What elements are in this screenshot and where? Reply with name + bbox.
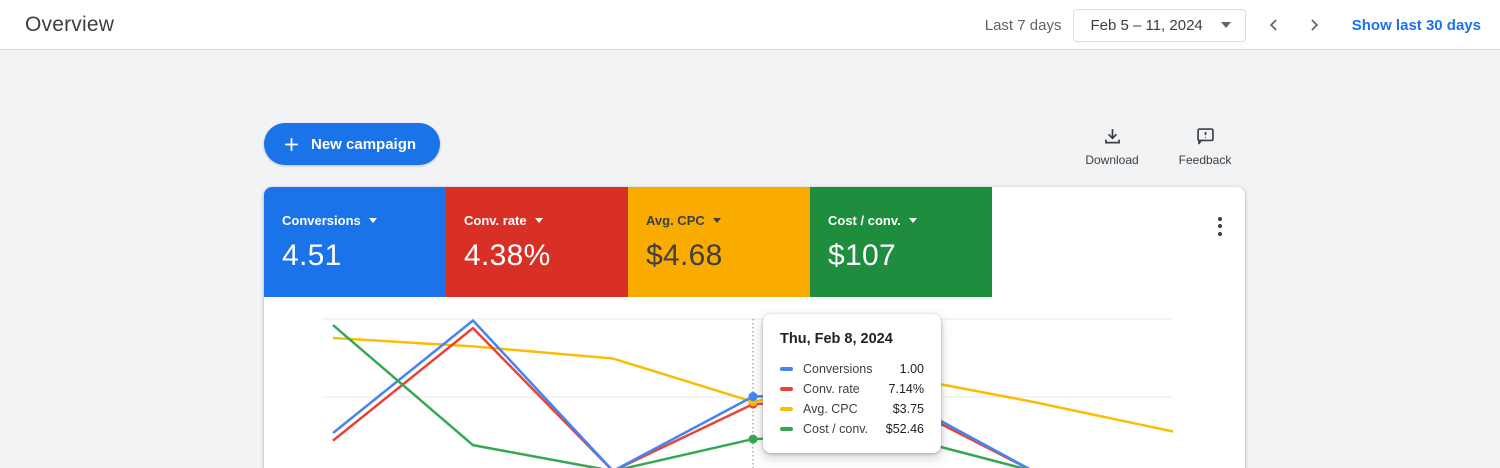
next-period-button[interactable] [1294,5,1334,45]
series-value: 1.00 [899,362,924,376]
tooltip-row: Avg. CPC $3.75 [780,399,924,419]
kebab-dot [1218,216,1222,221]
tooltip-legend: Conversions 1.00 Conv. rate 7.14% Avg. CPC $3… [780,359,924,439]
date-controls: Last 7 days Feb 5 – 11, 2024 Show last 3… [985,0,1481,50]
overview-page: New campaign Download Feedback Conversio… [0,50,1500,468]
tooltip-row: Conversions 1.00 [780,359,924,379]
series-swatch [780,367,793,371]
hover-point [748,434,758,444]
kebab-dot [1218,231,1222,236]
chevron-down-icon [712,218,721,223]
chevron-down-icon [1220,22,1231,28]
series-swatch [780,407,793,411]
page-title: Overview [25,13,115,36]
scorecard-label: Conv. rate [464,213,628,228]
scorecard-value: $4.68 [646,239,723,272]
series-value: $3.75 [892,402,924,416]
scorecard-value: 4.51 [282,239,342,272]
download-label: Download [1085,153,1139,167]
scorecard-value: 4.38% [464,239,551,272]
feedback-button[interactable]: Feedback [1170,126,1240,167]
chart-tooltip: Thu, Feb 8, 2024 Conversions 1.00 Conv. ra… [763,314,941,453]
previous-period-button[interactable] [1254,5,1294,45]
scorecard-label: Avg. CPC [646,213,810,228]
new-campaign-button[interactable]: New campaign [264,123,441,165]
series-name: Conversions [803,362,873,376]
series-swatch [780,387,793,391]
scorecard-conv-rate[interactable]: Conv. rate 4.38% [446,187,628,297]
scorecard-cost-conv[interactable]: Cost / conv. $107 [810,187,992,297]
tooltip-row: Conv. rate 7.14% [780,379,924,399]
kebab-dot [1218,224,1222,228]
new-campaign-label: New campaign [311,135,417,153]
scorecard-label: Conversions [282,213,446,228]
series-value: 7.14% [888,382,924,396]
hover-point [748,392,758,402]
series-name: Avg. CPC [803,402,858,416]
overview-chart-card: Conversions 4.51 Conv. rate 4.38% Avg. CPC $4… [264,187,1245,468]
date-range-selector[interactable]: Feb 5 – 11, 2024 [1073,8,1246,42]
feedback-icon [1196,128,1214,145]
chevron-right-icon [1311,19,1318,31]
chevron-left-icon [1269,19,1277,31]
plus-icon [285,137,298,151]
chevron-down-icon [368,218,377,223]
timeseries-chart[interactable] [264,297,1245,468]
download-icon [1104,129,1120,144]
scorecard-row: Conversions 4.51 Conv. rate 4.38% Avg. CPC $4… [264,187,992,297]
download-button[interactable]: Download [1077,126,1147,167]
series-swatch [780,427,793,431]
date-range-value: Feb 5 – 11, 2024 [1090,16,1203,34]
top-bar: Overview Last 7 days Feb 5 – 11, 2024 Sh… [0,0,1500,50]
series-name: Cost / conv. [803,422,869,436]
scorecard-avg-cpc[interactable]: Avg. CPC $4.68 [628,187,810,297]
tooltip-date: Thu, Feb 8, 2024 [780,331,893,347]
chevron-down-icon [534,218,543,223]
scorecard-conversions[interactable]: Conversions 4.51 [264,187,446,297]
series-name: Conv. rate [803,382,860,396]
series-value: $52.46 [885,422,924,436]
chevron-down-icon [908,218,917,223]
date-range-label: Last 7 days [984,16,1062,34]
scorecard-value: $107 [828,239,896,272]
tooltip-row: Cost / conv. $52.46 [780,419,924,439]
more-options-button[interactable] [1209,211,1231,241]
feedback-label: Feedback [1178,153,1232,167]
scorecard-label: Cost / conv. [828,213,992,228]
show-last-30-days-link[interactable]: Show last 30 days [1351,16,1481,34]
